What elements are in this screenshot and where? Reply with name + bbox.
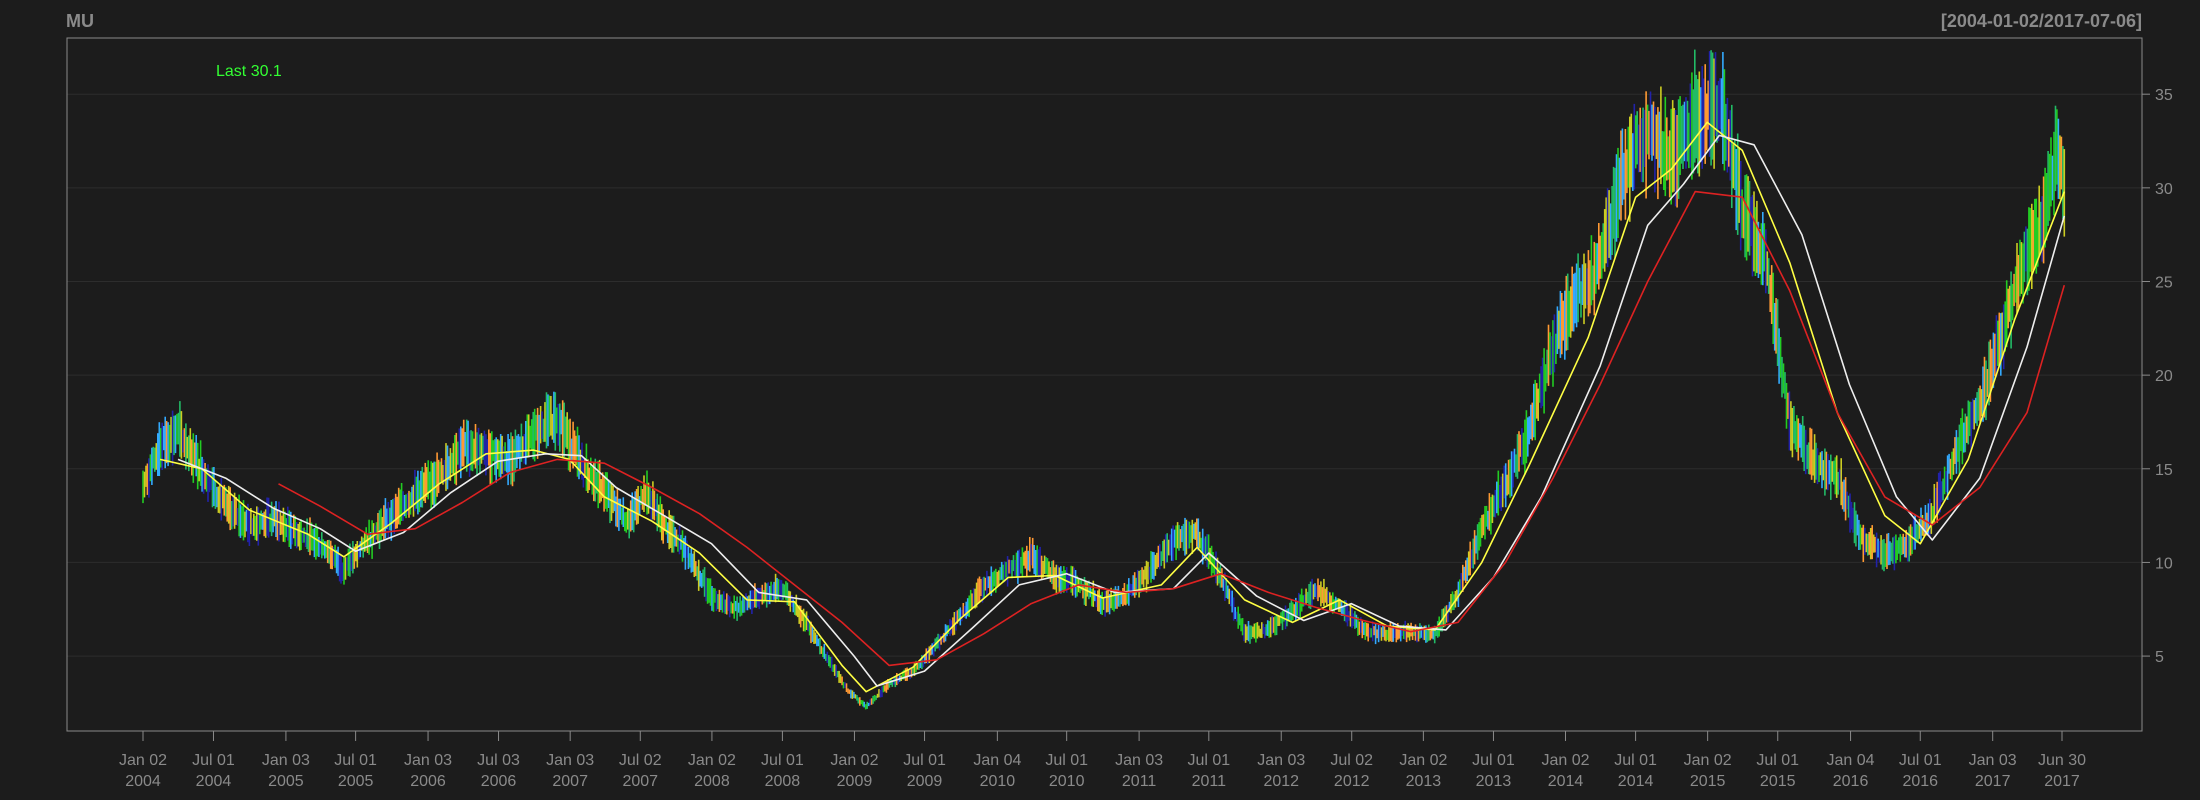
x-tick-label: Jun 30 — [2038, 752, 2086, 769]
x-tick-year: 2006 — [481, 773, 517, 790]
x-tick-year: 2014 — [1618, 773, 1654, 790]
y-tick-label: 30 — [2155, 181, 2173, 198]
x-tick-year: 2017 — [2044, 773, 2080, 790]
y-tick-label: 20 — [2155, 368, 2173, 385]
y-tick-label: 25 — [2155, 274, 2173, 291]
x-tick-label: Jul 01 — [1045, 752, 1088, 769]
x-tick-year: 2004 — [125, 773, 161, 790]
x-tick-label: Jul 01 — [1756, 752, 1799, 769]
x-tick-year: 2010 — [1049, 773, 1085, 790]
price-bars — [142, 49, 2066, 710]
x-tick-label: Jul 01 — [761, 752, 804, 769]
x-tick-label: Jan 03 — [546, 752, 594, 769]
x-tick-year: 2010 — [980, 773, 1016, 790]
x-tick-label: Jul 01 — [1472, 752, 1515, 769]
chart-title: MU — [66, 11, 94, 31]
x-tick-year: 2017 — [1975, 773, 2011, 790]
x-tick-label: Jul 01 — [903, 752, 946, 769]
x-tick-label: Jul 01 — [334, 752, 377, 769]
x-tick-label: Jul 02 — [619, 752, 662, 769]
x-tick-year: 2005 — [338, 773, 374, 790]
x-tick-label: Jul 02 — [1330, 752, 1373, 769]
x-tick-year: 2016 — [1833, 773, 1869, 790]
y-tick-label: 15 — [2155, 462, 2173, 479]
x-tick-label: Jan 02 — [1541, 752, 1589, 769]
x-axis: Jan 02 2004 Jul 01 2004 Jan 03 2005 Jul 01 2005… — [119, 730, 2086, 790]
moving-averages — [159, 121, 2066, 693]
x-tick-label: Jan 03 — [1969, 752, 2017, 769]
x-tick-year: 2008 — [765, 773, 801, 790]
x-tick-year: 2004 — [196, 773, 232, 790]
x-tick-year: 2014 — [1548, 773, 1584, 790]
x-tick-year: 2008 — [694, 773, 730, 790]
x-tick-year: 2015 — [1760, 773, 1796, 790]
x-tick-label: Jul 01 — [192, 752, 235, 769]
x-tick-year: 2009 — [837, 773, 873, 790]
x-tick-year: 2016 — [1902, 773, 1938, 790]
x-tick-year: 2007 — [622, 773, 658, 790]
x-tick-label: Jan 03 — [1257, 752, 1305, 769]
x-tick-year: 2005 — [268, 773, 304, 790]
y-axis: 5 10 15 20 25 30 35 — [2142, 87, 2173, 666]
date-range-label: [2004-01-02/2017-07-06] — [1941, 11, 2142, 31]
moving-average-line-2 — [177, 134, 2066, 687]
x-tick-label: Jan 04 — [1827, 752, 1875, 769]
x-tick-year: 2009 — [907, 773, 943, 790]
x-tick-label: Jul 03 — [477, 752, 520, 769]
x-tick-label: Jul 01 — [1187, 752, 1230, 769]
x-tick-label: Jan 02 — [119, 752, 167, 769]
x-tick-year: 2013 — [1406, 773, 1442, 790]
x-tick-label: Jul 01 — [1899, 752, 1942, 769]
x-tick-year: 2007 — [552, 773, 588, 790]
x-tick-label: Jul 01 — [1614, 752, 1657, 769]
x-tick-label: Jan 02 — [1684, 752, 1732, 769]
x-tick-label: Jan 03 — [1115, 752, 1163, 769]
moving-average-line-1 — [159, 121, 2066, 693]
x-tick-label: Jan 03 — [404, 752, 452, 769]
y-tick-label: 10 — [2155, 555, 2173, 572]
x-tick-year: 2013 — [1476, 773, 1512, 790]
x-tick-label: Jan 02 — [1399, 752, 1447, 769]
x-tick-year: 2015 — [1690, 773, 1726, 790]
x-tick-label: Jan 02 — [688, 752, 736, 769]
moving-average-line-3 — [278, 190, 2066, 667]
last-price-label: Last 30.1 — [216, 63, 282, 80]
x-tick-label: Jan 04 — [973, 752, 1021, 769]
x-tick-year: 2011 — [1122, 773, 1157, 790]
x-tick-year: 2012 — [1263, 773, 1299, 790]
gridlines — [67, 93, 2142, 657]
plot-frame — [66, 37, 2143, 732]
y-tick-label: 5 — [2155, 649, 2164, 666]
x-tick-year: 2006 — [410, 773, 446, 790]
x-tick-label: Jan 02 — [830, 752, 878, 769]
y-tick-label: 35 — [2155, 87, 2173, 104]
x-tick-year: 2011 — [1192, 773, 1227, 790]
x-tick-label: Jan 03 — [262, 752, 310, 769]
x-tick-year: 2012 — [1334, 773, 1370, 790]
